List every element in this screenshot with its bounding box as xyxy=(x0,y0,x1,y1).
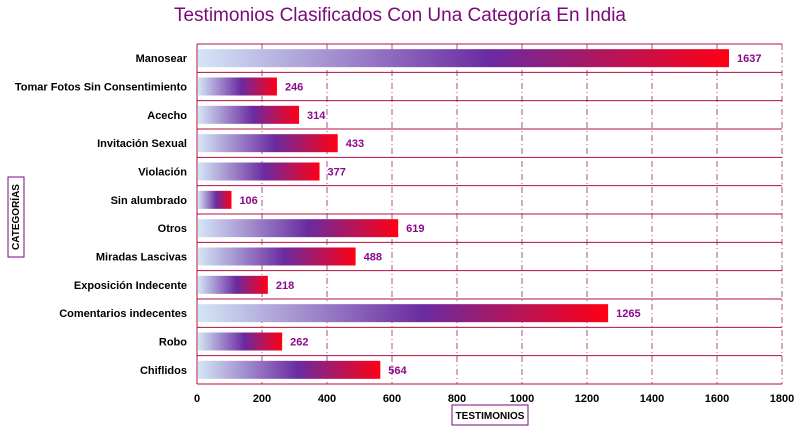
category-label: Violación xyxy=(138,167,187,179)
value-label: 564 xyxy=(388,365,407,377)
x-tick-label: 0 xyxy=(194,393,200,405)
bar xyxy=(198,105,300,124)
category-label: Chiflidos xyxy=(140,365,187,377)
category-labels: Manosear Tomar Fotos Sin Consentimiento Ac… xyxy=(15,53,188,377)
value-label: 262 xyxy=(290,337,308,349)
bars xyxy=(198,49,730,379)
x-axis-title-box: TESTIMONIOS xyxy=(451,404,529,426)
bar xyxy=(198,190,232,209)
category-label: Miradas Lascivas xyxy=(96,252,187,264)
value-label: 619 xyxy=(406,223,424,235)
row-separators xyxy=(196,43,782,385)
x-tick-label: 1400 xyxy=(640,393,664,405)
bar xyxy=(198,162,320,181)
x-tick-label: 1800 xyxy=(770,393,794,405)
category-label: Otros xyxy=(158,223,187,235)
value-label: 218 xyxy=(276,280,294,292)
bar xyxy=(198,275,268,294)
x-tick-label: 200 xyxy=(253,393,271,405)
bar xyxy=(198,332,283,351)
category-label: Comentarios indecentes xyxy=(59,308,187,320)
category-label: Invitación Sexual xyxy=(97,138,187,150)
bar xyxy=(198,247,356,266)
bar xyxy=(198,134,338,153)
x-tick-label: 1600 xyxy=(705,393,729,405)
bar xyxy=(198,360,381,379)
value-label: 246 xyxy=(285,82,303,94)
value-label: 1265 xyxy=(616,308,640,320)
value-label: 1637 xyxy=(737,53,761,65)
category-label: Acecho xyxy=(147,110,187,122)
x-tick-label: 1000 xyxy=(510,393,534,405)
chart-title: Testimonios Clasificados Con Una Categor… xyxy=(174,5,626,26)
value-label: 488 xyxy=(364,252,382,264)
bar xyxy=(198,304,609,323)
x-tick-label: 400 xyxy=(318,393,336,405)
x-axis-ticks: 0 200 400 600 800 1000 1200 1400 1600 1800 xyxy=(194,393,794,405)
bar xyxy=(198,219,399,238)
bar xyxy=(198,77,277,96)
category-label: Tomar Fotos Sin Consentimiento xyxy=(15,82,187,94)
bar xyxy=(198,49,730,68)
category-label: Exposición Indecente xyxy=(74,280,187,292)
category-label: Manosear xyxy=(136,53,188,65)
category-label: Sin alumbrado xyxy=(111,195,188,207)
value-label: 433 xyxy=(346,138,364,150)
value-label: 106 xyxy=(239,195,257,207)
category-label: Robo xyxy=(159,337,187,349)
value-label: 377 xyxy=(328,167,346,179)
x-axis-title: TESTIMONIOS xyxy=(456,411,525,422)
y-axis-title-box: CATEGORÍAS xyxy=(7,176,25,258)
y-axis-title: CATEGORÍAS xyxy=(9,184,22,250)
x-tick-label: 1200 xyxy=(575,393,599,405)
x-tick-label: 600 xyxy=(383,393,401,405)
value-label: 314 xyxy=(307,110,326,122)
value-labels: 1637 246 314 433 377 106 619 488 218 1265 262 564 xyxy=(239,53,761,377)
x-tick-label: 800 xyxy=(448,393,466,405)
